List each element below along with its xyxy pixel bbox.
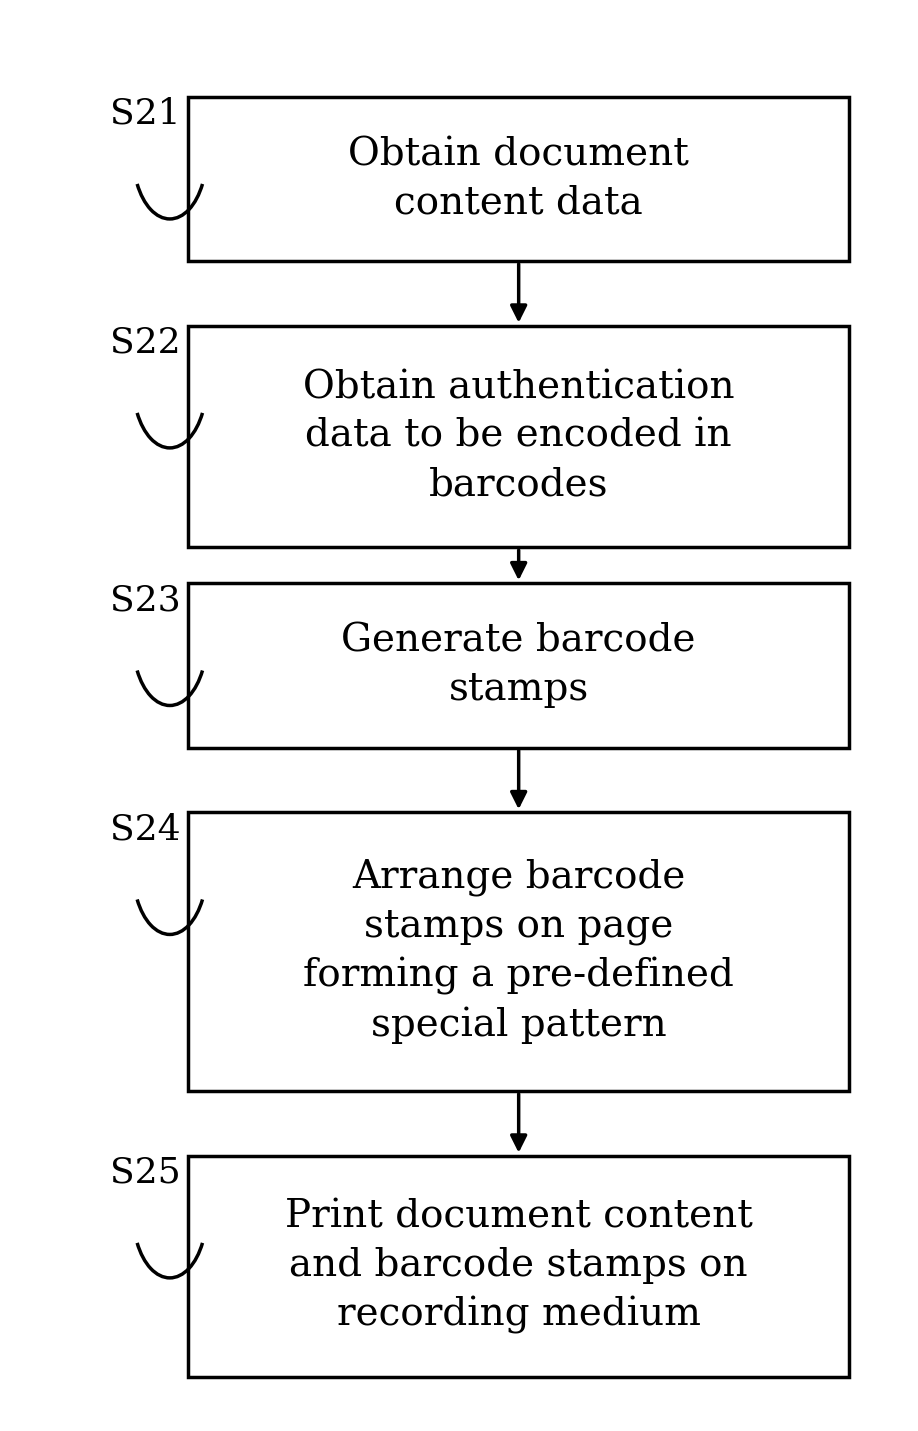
Bar <box>188 1156 849 1377</box>
Text: Obtain authentication
data to be encoded in
barcodes: Obtain authentication data to be encoded… <box>303 369 734 504</box>
Text: Arrange barcode
stamps on page
forming a pre-defined
special pattern: Arrange barcode stamps on page forming a… <box>303 859 734 1045</box>
Text: Print document content
and barcode stamps on
recording medium: Print document content and barcode stamp… <box>285 1199 753 1334</box>
Text: Obtain document
content data: Obtain document content data <box>348 136 689 222</box>
Text: S25: S25 <box>110 1156 181 1189</box>
Text: Generate barcode
stamps: Generate barcode stamps <box>341 622 696 708</box>
Text: S22: S22 <box>110 326 181 359</box>
Text: S23: S23 <box>110 584 181 617</box>
Text: S21: S21 <box>110 97 181 130</box>
Text: S24: S24 <box>110 813 181 846</box>
Bar <box>188 326 849 548</box>
Bar <box>188 813 849 1090</box>
Bar <box>188 584 849 747</box>
Bar <box>188 97 849 262</box>
